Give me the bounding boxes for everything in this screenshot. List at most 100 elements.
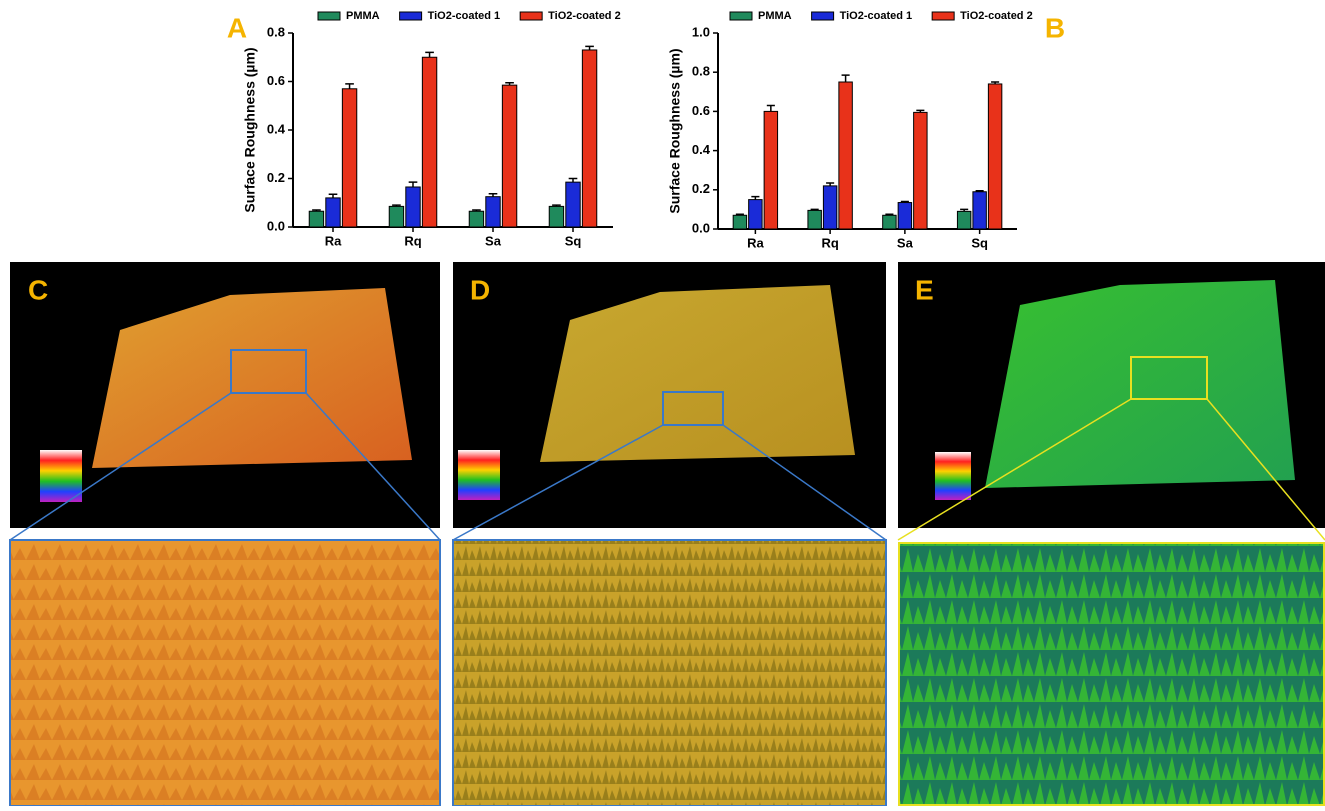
bar — [468, 210, 485, 228]
zoom-line — [9, 392, 441, 541]
bar-chart: A Surface Roughness (µm) 0.0 0.2 0.4 0.6 0.8 Ra… — [227, 10, 621, 249]
error-bar — [392, 204, 401, 207]
y-tick-label: 0.2 — [692, 181, 710, 196]
bar — [548, 205, 565, 228]
error-bar — [826, 182, 835, 186]
bar — [913, 111, 928, 230]
panel-d: D — [452, 262, 887, 807]
zoom-line — [897, 398, 1325, 541]
error-bar — [810, 208, 819, 211]
zoom-image — [9, 539, 441, 807]
legend-label: TiO2-coated 1 — [840, 10, 913, 22]
x-tick-label: Sa — [485, 233, 502, 248]
bar — [565, 181, 581, 228]
bar — [822, 185, 838, 230]
y-tick-label: 0.8 — [267, 24, 285, 39]
color-scale — [458, 450, 500, 500]
legend-swatch — [399, 11, 423, 21]
zoom-box — [1130, 356, 1208, 400]
zoom-image — [452, 539, 887, 807]
bar — [897, 202, 913, 230]
panel-label: E — [915, 274, 934, 305]
bar — [388, 205, 405, 228]
bar — [308, 210, 325, 228]
surface — [540, 285, 855, 462]
bar — [341, 88, 358, 228]
error-bar — [328, 193, 338, 198]
x-tick-label: Sa — [897, 235, 914, 250]
bar — [882, 214, 897, 230]
error-bar — [766, 104, 775, 112]
bar — [405, 186, 421, 228]
error-bar — [568, 177, 578, 183]
x-tick-label: Rq — [821, 235, 838, 250]
surface — [985, 280, 1295, 488]
bar — [421, 56, 438, 228]
panel-e: E — [897, 262, 1325, 806]
y-tick-label: 0.4 — [267, 121, 286, 136]
error-bar — [975, 190, 984, 192]
bar — [581, 49, 598, 228]
error-bar — [916, 109, 925, 113]
legend-label: TiO2-coated 2 — [548, 10, 621, 22]
panel-c: C — [9, 262, 441, 807]
error-bar — [960, 208, 969, 212]
legend-swatch — [519, 11, 543, 21]
y-tick-label: 0.6 — [692, 103, 710, 118]
legend-swatch — [931, 11, 955, 21]
zoom-line — [452, 424, 887, 541]
bar — [763, 110, 779, 230]
bar — [325, 197, 341, 228]
legend-swatch — [317, 11, 341, 21]
y-axis-label: Surface Roughness (µm) — [667, 48, 683, 213]
error-bar — [488, 193, 498, 197]
error-bar — [585, 45, 594, 50]
x-tick-label: Sq — [565, 233, 582, 248]
panel-label: A — [227, 12, 247, 43]
bar — [838, 81, 853, 230]
x-tick-label: Sq — [971, 235, 988, 250]
y-axis-label: Surface Roughness (µm) — [242, 47, 258, 212]
y-tick-label: 0.0 — [692, 220, 710, 235]
y-tick-label: 0.6 — [267, 73, 285, 88]
x-tick-label: Ra — [325, 233, 342, 248]
y-tick-label: 0.2 — [267, 170, 285, 185]
error-bar — [472, 209, 481, 212]
x-tick-label: Ra — [747, 235, 764, 250]
error-bar — [991, 81, 1000, 84]
y-tick-label: 0.8 — [692, 64, 710, 79]
error-bar — [885, 213, 894, 216]
x-tick-label: Rq — [404, 233, 421, 248]
bar — [987, 83, 1003, 230]
legend-label: TiO2-coated 1 — [428, 10, 501, 22]
bar — [501, 84, 518, 228]
error-bar — [312, 209, 321, 212]
zoom-box — [662, 391, 724, 426]
zoom-image — [898, 542, 1325, 806]
legend-label: TiO2-coated 2 — [960, 10, 1033, 22]
bar-chart: B Surface Roughness (µm) 0.0 0.2 0.4 0.6 0.8 1.… — [667, 10, 1065, 251]
color-scale — [935, 452, 971, 500]
legend-swatch — [811, 11, 835, 21]
zoom-box — [230, 349, 307, 394]
error-bar — [345, 83, 354, 89]
y-tick-label: 0.0 — [267, 218, 285, 233]
color-scale — [40, 450, 82, 502]
bar — [972, 191, 987, 230]
legend-label: PMMA — [346, 10, 380, 22]
error-bar — [751, 195, 760, 200]
panel-label: D — [470, 274, 490, 305]
panel-label: C — [28, 274, 48, 305]
error-bar — [841, 74, 850, 82]
y-tick-label: 1.0 — [692, 24, 710, 39]
error-bar — [425, 51, 434, 58]
y-tick-label: 0.4 — [692, 142, 711, 157]
legend-swatch — [729, 11, 753, 21]
bar — [732, 214, 748, 230]
error-bar — [552, 204, 561, 207]
error-bar — [408, 181, 418, 187]
error-bar — [505, 81, 514, 86]
bar — [807, 209, 822, 230]
surface — [92, 288, 412, 468]
